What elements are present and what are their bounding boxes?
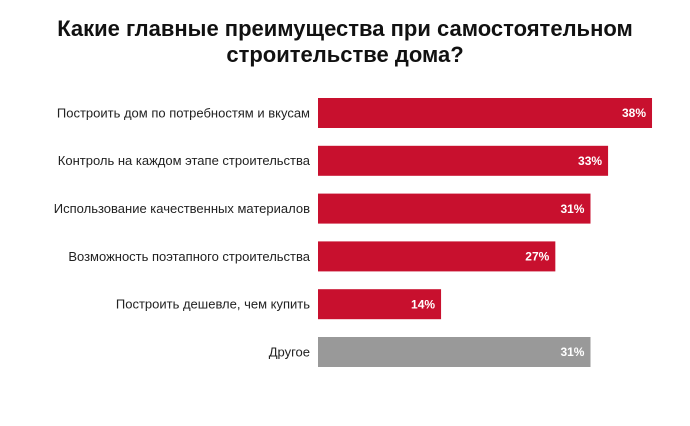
bar bbox=[318, 98, 653, 128]
value-label: 38% bbox=[622, 106, 646, 120]
bar bbox=[318, 145, 609, 176]
value-label: 14% bbox=[411, 297, 435, 311]
value-label: 31% bbox=[560, 202, 584, 216]
category-label: Возможность поэтапного строительства bbox=[68, 249, 310, 264]
chart-title: Какие главные преимущества при самостоят… bbox=[57, 16, 633, 67]
bar bbox=[318, 241, 556, 272]
category-label: Другое bbox=[269, 344, 310, 359]
value-label: 33% bbox=[578, 154, 602, 168]
value-label: 31% bbox=[560, 345, 584, 359]
bar bbox=[318, 289, 442, 320]
category-label: Использование качественных материалов bbox=[54, 201, 310, 216]
category-label: Контроль на каждом этапе строительства bbox=[58, 153, 311, 168]
value-label: 27% bbox=[525, 250, 549, 264]
bar bbox=[318, 337, 591, 367]
bar bbox=[318, 193, 591, 224]
category-label: Построить дешевле, чем купить bbox=[116, 297, 310, 312]
category-label: Построить дом по потребностям и вкусам bbox=[57, 105, 310, 120]
